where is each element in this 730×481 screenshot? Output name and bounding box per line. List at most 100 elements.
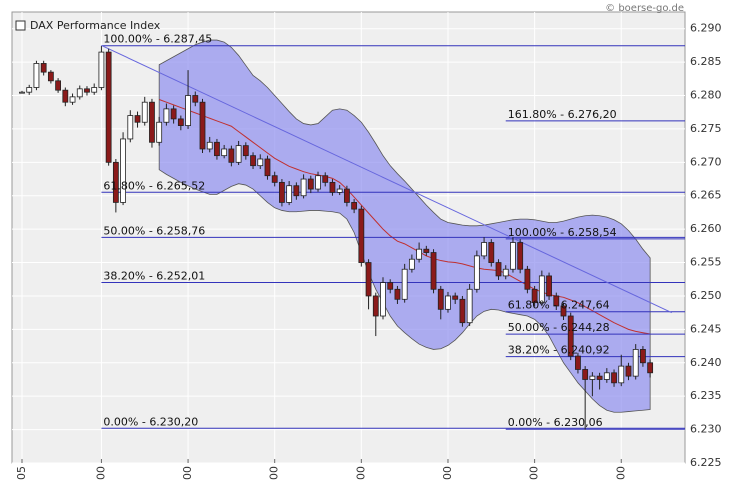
y-tick-label: 6.255	[690, 256, 722, 269]
fib-label: 0.00% - 6.230,06	[508, 416, 603, 429]
candle-body	[618, 365, 625, 384]
candle-body	[401, 268, 408, 300]
legend-swatch	[15, 20, 26, 31]
candle-body	[546, 275, 552, 297]
candle-body	[416, 248, 423, 260]
candle-body	[98, 51, 105, 88]
candle-body	[214, 141, 220, 157]
candle-body	[206, 141, 213, 150]
candle-body	[315, 175, 321, 190]
candle-body	[120, 138, 126, 203]
candle-body	[351, 202, 358, 210]
candle-body	[452, 295, 459, 300]
candle-body	[387, 282, 394, 290]
candle-body	[177, 118, 184, 126]
candle-body	[625, 365, 632, 377]
candle-body	[380, 282, 386, 317]
candle-body	[640, 349, 646, 364]
trend-line	[101, 44, 673, 314]
y-tick-label: 6.275	[690, 122, 722, 135]
fib-label: 38.20% - 6.252,01	[103, 270, 205, 283]
x-tick-label: 09:00	[94, 466, 107, 481]
candle-body	[221, 148, 228, 157]
candle-body	[510, 242, 516, 270]
candle-body	[582, 369, 589, 380]
x-tick-label: 08:05	[15, 466, 28, 481]
candle-body	[481, 242, 487, 257]
candle-body	[62, 89, 69, 103]
candle-body	[517, 242, 524, 270]
y-tick-label: 6.265	[690, 189, 722, 202]
candle-body	[430, 252, 437, 290]
candle-body	[84, 88, 90, 93]
candle-body	[358, 208, 365, 263]
candle-body	[531, 288, 538, 304]
candle-body	[192, 95, 199, 103]
candle-body	[329, 181, 336, 193]
candle-body	[271, 175, 278, 183]
candle-body	[343, 188, 350, 203]
candle-body	[112, 161, 119, 203]
candle-body	[134, 115, 141, 123]
y-tick-label: 6.225	[690, 456, 722, 469]
fib-label: 50.00% - 6.258,76	[103, 224, 205, 237]
candle-body	[596, 375, 603, 380]
x-tick-label: 10:00	[181, 466, 194, 481]
candle-body	[423, 248, 430, 253]
candle-body	[47, 71, 54, 82]
y-tick-label: 6.260	[690, 222, 722, 235]
candle-body	[257, 158, 264, 167]
candle-body	[322, 175, 329, 183]
candle-body	[127, 115, 134, 140]
candle-body	[55, 80, 61, 91]
y-tick-label: 6.280	[690, 89, 722, 102]
candle-body	[170, 108, 177, 120]
candle-body	[365, 262, 372, 297]
candle-body	[105, 51, 112, 163]
candle-body	[495, 262, 502, 277]
candle-body	[488, 242, 495, 263]
candle-body	[473, 255, 480, 290]
y-tick-label: 6.230	[690, 423, 722, 436]
fib-label: 0.00% - 6.230,20	[103, 415, 198, 428]
candle-body	[26, 87, 33, 93]
candle-body	[567, 315, 574, 357]
candle-body	[408, 258, 415, 270]
candle-body	[300, 178, 307, 197]
candle-body	[632, 349, 639, 377]
x-tick-label: 13:00	[441, 466, 454, 481]
x-tick-label: 11:00	[268, 466, 281, 481]
y-tick-label: 6.240	[690, 356, 722, 369]
candle-body	[459, 298, 466, 324]
candle-body	[279, 181, 285, 203]
candle-body	[611, 372, 617, 384]
candle-body	[372, 295, 379, 317]
moving-average	[159, 99, 651, 335]
candle-body	[589, 375, 596, 380]
fib-label: 161.80% - 6.276,20	[508, 108, 617, 121]
chart-title: DAX Performance Index	[30, 19, 161, 32]
candle-body	[307, 178, 314, 190]
candle-body	[502, 268, 509, 277]
fib-label: 38.20% - 6.240,92	[508, 344, 610, 357]
candle-body	[603, 372, 610, 380]
fib-label: 100.00% - 6.258,54	[508, 226, 617, 239]
candle-body	[445, 295, 451, 310]
y-tick-label: 6.285	[690, 55, 722, 68]
fib-label: 50.00% - 6.244,28	[508, 321, 610, 334]
y-tick-label: 6.250	[690, 289, 722, 302]
x-tick-label: 12:00	[354, 466, 367, 481]
candle-body	[149, 101, 155, 143]
candle-body	[336, 188, 343, 193]
candle-body	[538, 275, 545, 304]
y-tick-label: 6.235	[690, 389, 722, 402]
candle-body	[163, 108, 170, 123]
candle-body	[437, 288, 444, 310]
candle-body	[250, 155, 256, 167]
candle-body	[40, 63, 47, 73]
candle-body	[199, 101, 206, 150]
candle-body	[69, 96, 76, 103]
y-tick-label: 6.290	[690, 22, 722, 35]
y-tick-label: 6.270	[690, 155, 722, 168]
candle-body	[235, 145, 242, 163]
